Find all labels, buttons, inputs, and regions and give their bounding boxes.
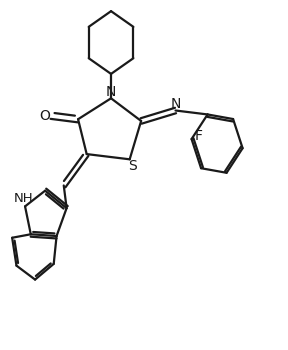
Text: N: N: [106, 85, 116, 99]
Text: S: S: [128, 159, 137, 173]
Text: N: N: [171, 97, 181, 111]
Text: NH: NH: [14, 192, 33, 205]
Text: O: O: [40, 109, 51, 123]
Text: F: F: [195, 129, 203, 143]
